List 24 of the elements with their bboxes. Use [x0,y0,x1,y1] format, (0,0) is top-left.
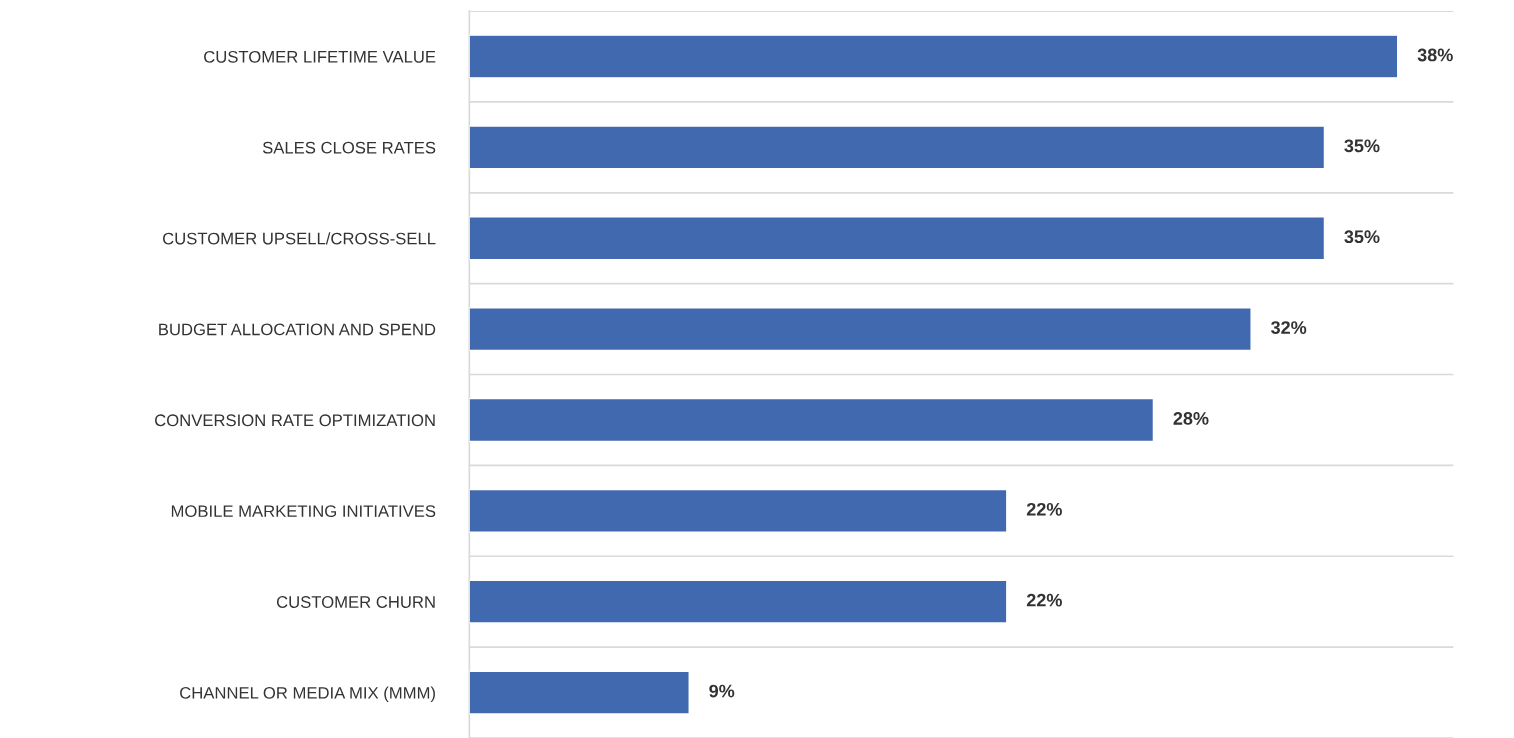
y-tick-label: CONVERSION RATE OPTIMIZATION [155,414,435,427]
y-tick-label: SALES CLOSE RATES [262,141,436,154]
bar [469,579,1008,624]
bar [469,670,690,715]
y-tick-label: CHANNEL OR MEDIA MIX (MMM) [180,686,435,703]
bar [469,34,1399,79]
y-tick-label: CUSTOMER CHURN [276,596,435,608]
data-label: 35% [1344,139,1380,153]
y-tick-label: MOBILE MARKETING INITIATIVES [171,505,436,518]
data-label: 38% [1417,48,1453,62]
bar [469,125,1326,170]
data-label: 22% [1026,593,1062,607]
data-label: 32% [1271,321,1307,334]
bar [469,397,1155,443]
data-label: 9% [709,684,735,698]
y-tick-label: BUDGET ALLOCATION AND SPEND [159,323,436,336]
bar [469,488,1008,533]
y-tick-label: CUSTOMER UPSELL/CROSS-SELL [163,232,436,245]
bar [469,307,1252,352]
data-label: 35% [1344,230,1380,244]
data-label: 22% [1026,502,1062,516]
y-tick-label: CUSTOMER LIFETIME VALUE [204,50,436,63]
data-label: 28% [1173,412,1209,425]
bar [469,216,1326,261]
